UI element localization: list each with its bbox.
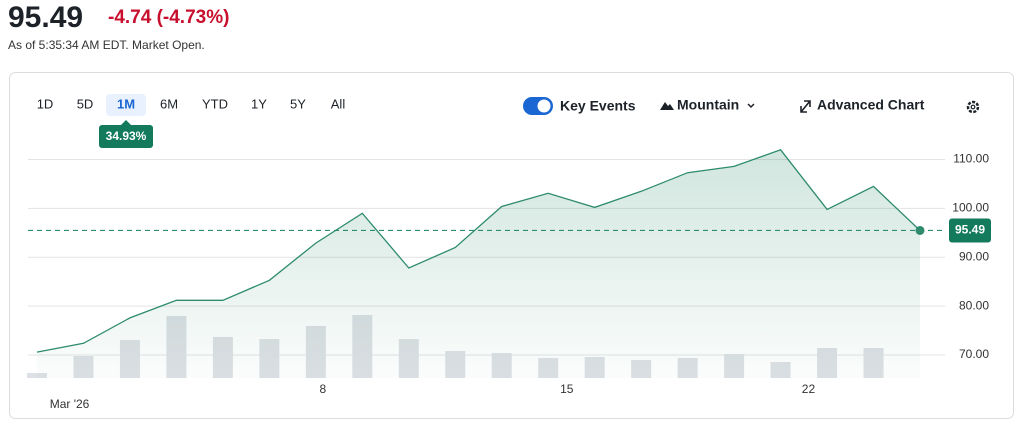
settings-icon-core — [970, 104, 976, 110]
reference-label: 95.49 — [955, 223, 985, 237]
range-button[interactable]: 1M — [117, 96, 135, 111]
toggle-knob — [537, 99, 551, 113]
tooltip-arrow — [121, 120, 131, 125]
price-change: -4.74 (-4.73%) — [108, 7, 229, 28]
price-line — [36, 149, 921, 353]
range-button[interactable]: 1D — [37, 96, 54, 111]
range-button[interactable]: 5D — [77, 96, 94, 111]
as-of: As of 5:35:34 AM EDT. Market Open. — [8, 38, 205, 52]
y-tick-label: 90.00 — [959, 249, 989, 263]
reference-badge — [949, 218, 991, 243]
y-tick-label: 70.00 — [959, 347, 989, 361]
range-button[interactable]: 6M — [160, 96, 178, 111]
y-tick-label: 80.00 — [959, 298, 989, 312]
settings-icon[interactable] — [966, 100, 980, 114]
y-tick-label: 100.00 — [952, 201, 989, 215]
range-selected-bg — [106, 94, 146, 116]
key-events-label[interactable]: Key Events — [560, 98, 636, 114]
y-tick-label: 110.00 — [953, 152, 989, 166]
range-change: 34.93% — [106, 129, 147, 143]
x-tick-label: 22 — [802, 382, 816, 396]
expand-icon — [800, 100, 811, 113]
range-change-badge — [99, 125, 153, 148]
x-tick-label: Mar '26 — [50, 397, 90, 411]
advanced-chart[interactable]: Advanced Chart — [817, 97, 925, 113]
price: 95.49 — [8, 1, 83, 34]
x-tick-label: 15 — [560, 382, 574, 396]
chart-style[interactable]: Mountain — [677, 97, 739, 113]
range-button[interactable]: YTD — [202, 96, 228, 111]
range-button[interactable]: 5Y — [290, 96, 306, 111]
x-tick-label: 8 — [319, 382, 326, 396]
chevron — [747, 103, 755, 109]
range-button[interactable]: All — [331, 96, 346, 111]
area-fill — [37, 149, 920, 378]
range-button[interactable]: 1Y — [251, 96, 267, 111]
mountain-icon — [660, 102, 674, 110]
